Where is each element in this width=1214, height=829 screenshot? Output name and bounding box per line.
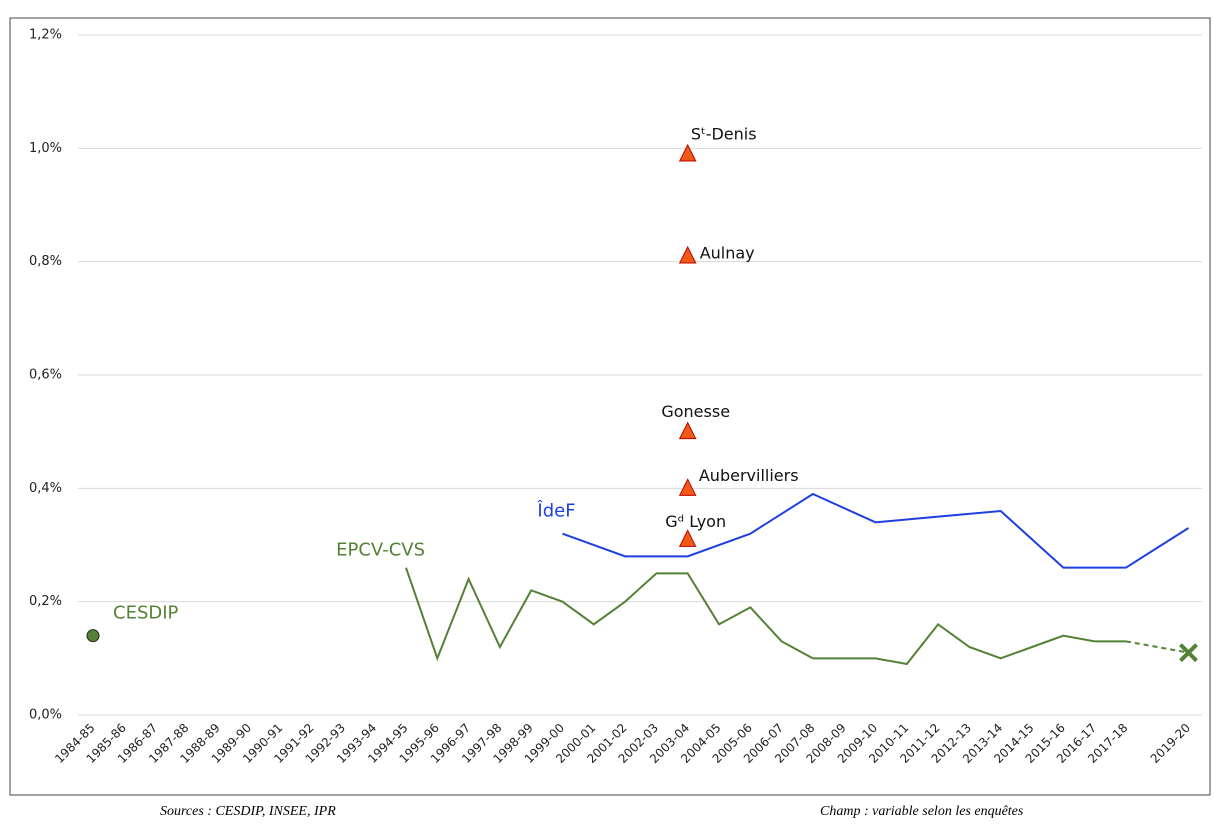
series-label: Gᵈ Lyon xyxy=(665,512,726,531)
y-tick-label: 1,0% xyxy=(29,141,62,156)
y-tick-label: 0,4% xyxy=(29,481,62,496)
chart-frame xyxy=(9,17,1211,796)
series-line xyxy=(562,492,1190,569)
sources-note: Sources : CESDIP, INSEE, IPR xyxy=(160,804,336,819)
point-marker xyxy=(86,629,100,643)
series-line xyxy=(405,567,1126,666)
x-tick-label: 2019-20 xyxy=(1148,721,1193,766)
y-tick-label: 0,2% xyxy=(29,594,62,609)
point-marker xyxy=(678,478,697,496)
series-dashed-line xyxy=(1125,640,1189,654)
series-label: ÎdeF xyxy=(536,500,575,522)
series-label: Gonesse xyxy=(661,402,730,421)
point-marker xyxy=(678,529,697,547)
end-marker xyxy=(1179,643,1198,663)
series-label: Aubervilliers xyxy=(699,466,799,485)
series-label: EPCV-CVS xyxy=(336,540,425,561)
series-label: CESDIP xyxy=(113,603,179,624)
scope-note: Champ : variable selon les enquêtes xyxy=(820,804,1024,819)
series-label: Aulnay xyxy=(700,244,755,263)
point-marker xyxy=(678,421,697,440)
series-label: Sᵗ-Denis xyxy=(691,125,757,144)
point-marker xyxy=(678,143,697,162)
point-marker xyxy=(678,245,697,264)
y-tick-label: 1,2% xyxy=(29,28,62,43)
y-tick-label: 0,0% xyxy=(29,708,62,723)
y-tick-label: 0,8% xyxy=(29,254,62,269)
y-tick-label: 0,6% xyxy=(29,368,62,383)
